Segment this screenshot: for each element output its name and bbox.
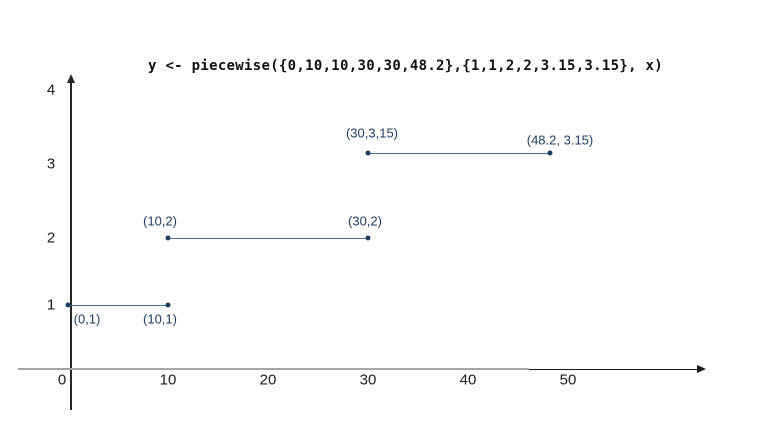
x-tick-label: 20 [259, 371, 277, 389]
x-tick-label: 30 [359, 371, 377, 389]
point-label: (10,2) [143, 213, 177, 229]
point-label: (48.2, 3.15) [526, 132, 594, 148]
data-point [165, 302, 171, 308]
point-label: (10,1) [143, 311, 177, 327]
y-axis-arrow-icon [66, 74, 75, 83]
point-label: (30,2) [348, 213, 382, 229]
y-tick-label: 1 [46, 296, 56, 314]
x-axis-arrow-icon [697, 364, 706, 373]
x-tick-label: 10 [159, 371, 177, 389]
x-tick-label: 0 [57, 371, 67, 389]
data-point [547, 150, 553, 156]
segment-line [68, 305, 168, 306]
y-tick-label: 3 [46, 155, 56, 173]
data-point [365, 150, 371, 156]
data-point [365, 235, 371, 241]
y-tick-label: 4 [46, 81, 56, 99]
x-axis-extension [529, 368, 698, 370]
x-tick-label: 50 [559, 371, 577, 389]
data-point [65, 302, 71, 308]
x-tick-label: 40 [459, 371, 477, 389]
point-label: (30,3,15) [345, 125, 399, 141]
chart-title: y <- piecewise({0,10,10,30,30,48.2},{1,1… [148, 58, 663, 74]
data-point [165, 235, 171, 241]
y-axis [70, 80, 72, 410]
y-tick-label: 2 [46, 229, 56, 247]
segment-line [168, 238, 368, 239]
point-label: (0,1) [73, 311, 101, 327]
x-axis [18, 368, 529, 370]
segment-line [368, 152, 550, 154]
